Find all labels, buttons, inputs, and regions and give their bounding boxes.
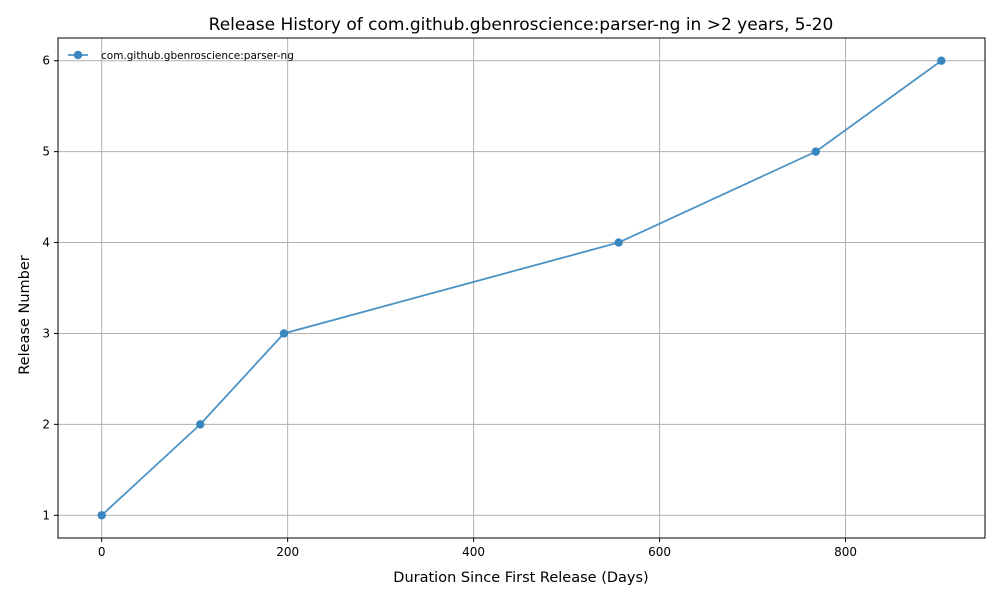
x-tick-label: 0 xyxy=(98,545,106,559)
legend: com.github.gbenroscience:parser-ng xyxy=(68,50,294,62)
x-tick-label: 200 xyxy=(276,545,299,559)
x-tick-label: 800 xyxy=(834,545,857,559)
data-point xyxy=(811,147,820,156)
y-tick-label: 2 xyxy=(42,417,50,431)
y-axis-label: Release Number xyxy=(17,255,33,375)
y-tick-label: 5 xyxy=(42,145,50,159)
legend-point-marker xyxy=(73,50,83,60)
x-axis-label: Duration Since First Release (Days) xyxy=(393,570,648,586)
data-point xyxy=(279,329,289,338)
x-tick-label: 400 xyxy=(462,545,485,559)
y-tick-label: 3 xyxy=(42,326,50,340)
data-point xyxy=(937,56,946,65)
y-tick-label: 1 xyxy=(42,508,50,522)
data-point xyxy=(196,420,205,429)
y-axis-ticks: 1 2 3 4 5 6 xyxy=(42,54,58,522)
data-point xyxy=(614,238,623,247)
data-point xyxy=(97,511,106,520)
plot-frame xyxy=(57,37,986,539)
grid xyxy=(58,38,985,538)
x-axis-ticks: 0 200 400 600 800 xyxy=(98,538,857,559)
chart-title: Release History of com.github.gbenroscie… xyxy=(209,15,834,35)
series-layer xyxy=(97,56,946,520)
y-tick-label: 4 xyxy=(42,236,50,250)
legend-label: com.github.gbenroscience:parser-ng xyxy=(101,50,294,62)
x-tick-label: 600 xyxy=(648,545,671,559)
y-tick-label: 6 xyxy=(42,54,50,68)
series-line xyxy=(101,59,942,516)
